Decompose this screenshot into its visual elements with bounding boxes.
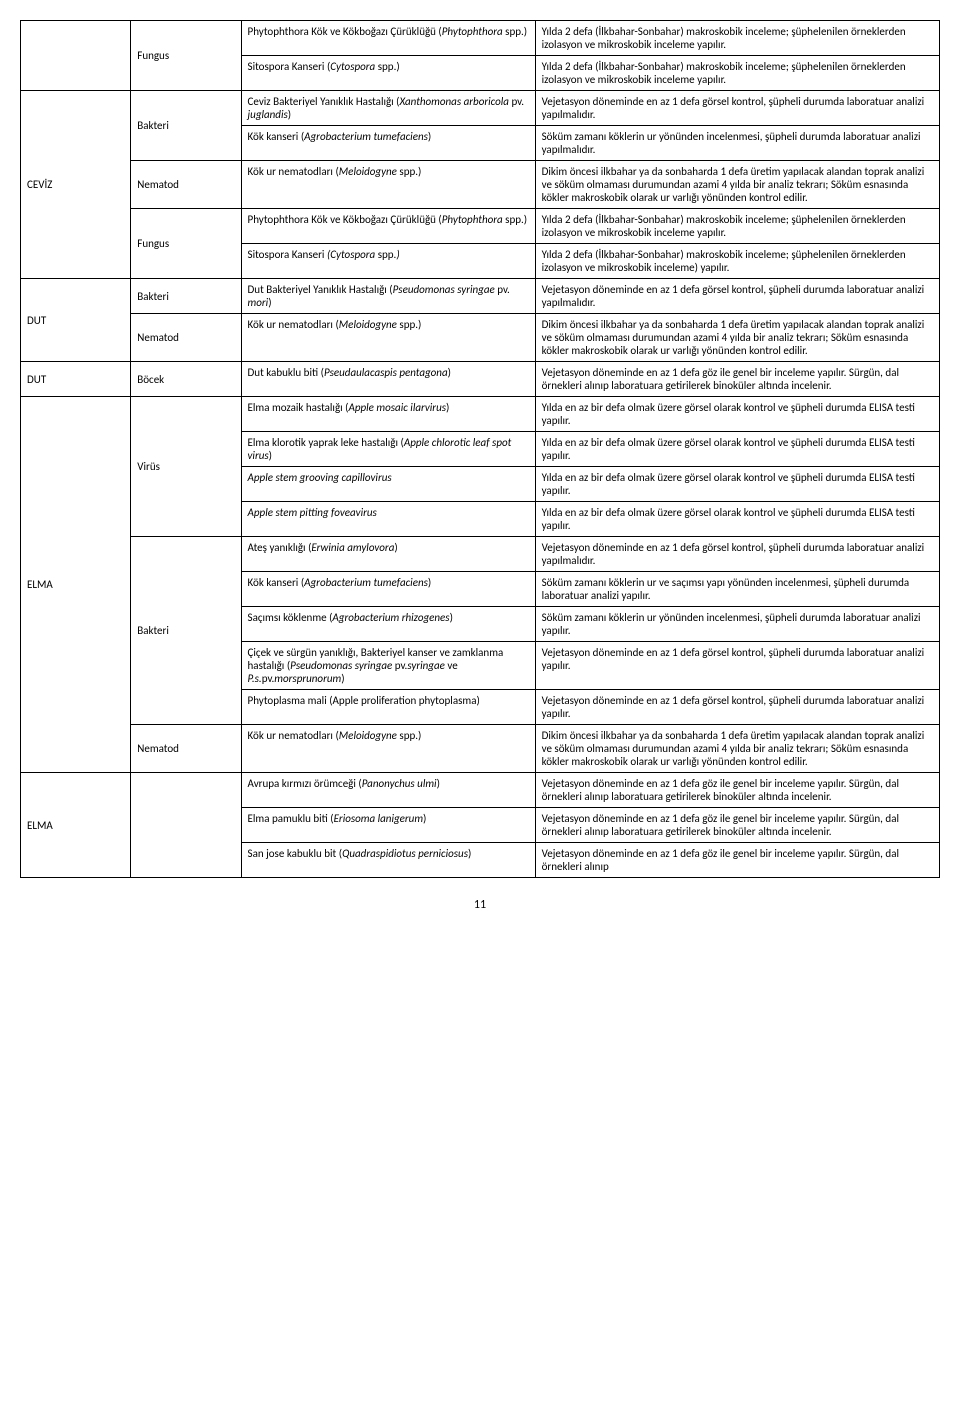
procedure-cell: Yılda en az bir defa olmak üzere görsel …	[535, 502, 939, 537]
disease-cell: Kök kanseri (Agrobacterium tumefaciens)	[241, 126, 535, 161]
category-cell: Bakteri	[131, 91, 241, 161]
table-row: BakteriAteş yanıklığı (Erwinia amylovora…	[21, 537, 940, 572]
table-row: NematodKök ur nematodları (Meloidogyne s…	[21, 725, 940, 773]
table-row: ELMAAvrupa kırmızı örümceği (Panonychus …	[21, 773, 940, 808]
table-row: CEVİZBakteriCeviz Bakteriyel Yanıklık Ha…	[21, 91, 940, 126]
table-row: NematodKök ur nematodları (Meloidogyne s…	[21, 314, 940, 362]
disease-cell: Phytophthora Kök ve Kökboğazı Çürüklüğü …	[241, 209, 535, 244]
category-cell: Virüs	[131, 397, 241, 537]
procedure-cell: Vejetasyon döneminde en az 1 defa göz il…	[535, 843, 939, 878]
disease-cell: Elma pamuklu biti (Eriosoma lanigerum)	[241, 808, 535, 843]
category-cell: Bakteri	[131, 537, 241, 725]
crop-cell: CEVİZ	[21, 91, 131, 279]
category-cell: Fungus	[131, 209, 241, 279]
crop-cell: ELMA	[21, 397, 131, 773]
disease-cell: Kök ur nematodları (Meloidogyne spp.)	[241, 725, 535, 773]
disease-cell: Saçımsı köklenme (Agrobacterium rhizogen…	[241, 607, 535, 642]
category-cell	[131, 773, 241, 878]
procedure-cell: Vejetasyon döneminde en az 1 defa görsel…	[535, 91, 939, 126]
disease-cell: Phytophthora Kök ve Kökboğazı Çürüklüğü …	[241, 21, 535, 56]
category-cell: Bakteri	[131, 279, 241, 314]
disease-cell: Kök ur nematodları (Meloidogyne spp.)	[241, 161, 535, 209]
procedure-cell: Yılda en az bir defa olmak üzere görsel …	[535, 467, 939, 502]
category-cell: Nematod	[131, 314, 241, 362]
disease-cell: Kök kanseri (Agrobacterium tumefaciens)	[241, 572, 535, 607]
disease-cell: Avrupa kırmızı örümceği (Panonychus ulmi…	[241, 773, 535, 808]
disease-cell: San jose kabuklu bit (Quadraspidiotus pe…	[241, 843, 535, 878]
procedure-cell: Dikim öncesi ilkbahar ya da sonbaharda 1…	[535, 314, 939, 362]
page-number: 11	[20, 898, 940, 912]
procedure-cell: Yılda 2 defa (İlkbahar-Sonbahar) makrosk…	[535, 244, 939, 279]
procedure-cell: Vejetasyon döneminde en az 1 defa göz il…	[535, 362, 939, 397]
disease-cell: Elma mozaik hastalığı (Apple mosaic ilar…	[241, 397, 535, 432]
disease-cell: Dut Bakteriyel Yanıklık Hastalığı (Pseud…	[241, 279, 535, 314]
procedure-cell: Vejetasyon döneminde en az 1 defa görsel…	[535, 642, 939, 690]
crop-cell	[21, 21, 131, 91]
procedure-cell: Dikim öncesi ilkbahar ya da sonbaharda 1…	[535, 161, 939, 209]
table-row: DUTBöcekDut kabuklu biti (Pseudaulacaspi…	[21, 362, 940, 397]
disease-cell: Sitospora Kanseri (Cytospora spp.)	[241, 244, 535, 279]
disease-cell: Dut kabuklu biti (Pseudaulacaspis pentag…	[241, 362, 535, 397]
procedure-cell: Söküm zamanı köklerin ur ve saçımsı yapı…	[535, 572, 939, 607]
procedure-cell: Vejetasyon döneminde en az 1 defa görsel…	[535, 279, 939, 314]
disease-cell: Çiçek ve sürgün yanıklığı, Bakteriyel ka…	[241, 642, 535, 690]
category-cell: Fungus	[131, 21, 241, 91]
procedure-cell: Vejetasyon döneminde en az 1 defa göz il…	[535, 808, 939, 843]
disease-cell: Phytoplasma mali (Apple proliferation ph…	[241, 690, 535, 725]
disease-cell: Apple stem grooving capillovirus	[241, 467, 535, 502]
procedure-cell: Yılda en az bir defa olmak üzere görsel …	[535, 432, 939, 467]
table-row: ELMAVirüsElma mozaik hastalığı (Apple mo…	[21, 397, 940, 432]
category-cell: Nematod	[131, 725, 241, 773]
procedure-cell: Yılda en az bir defa olmak üzere görsel …	[535, 397, 939, 432]
procedure-cell: Yılda 2 defa (İlkbahar-Sonbahar) makrosk…	[535, 21, 939, 56]
disease-cell: Elma klorotik yaprak leke hastalığı (App…	[241, 432, 535, 467]
table-row: NematodKök ur nematodları (Meloidogyne s…	[21, 161, 940, 209]
category-cell: Nematod	[131, 161, 241, 209]
crop-cell: DUT	[21, 362, 131, 397]
procedure-cell: Söküm zamanı köklerin ur yönünden incele…	[535, 126, 939, 161]
table-row: FungusPhytophthora Kök ve Kökboğazı Çürü…	[21, 21, 940, 56]
disease-cell: Apple stem pitting foveavirus	[241, 502, 535, 537]
procedure-cell: Söküm zamanı köklerin ur yönünden incele…	[535, 607, 939, 642]
disease-cell: Ateş yanıklığı (Erwinia amylovora)	[241, 537, 535, 572]
procedure-cell: Yılda 2 defa (İlkbahar-Sonbahar) makrosk…	[535, 56, 939, 91]
disease-cell: Sitospora Kanseri (Cytospora spp.)	[241, 56, 535, 91]
procedure-cell: Vejetasyon döneminde en az 1 defa göz il…	[535, 773, 939, 808]
procedure-cell: Dikim öncesi ilkbahar ya da sonbaharda 1…	[535, 725, 939, 773]
table-row: FungusPhytophthora Kök ve Kökboğazı Çürü…	[21, 209, 940, 244]
procedure-cell: Vejetasyon döneminde en az 1 defa görsel…	[535, 690, 939, 725]
procedure-cell: Yılda 2 defa (İlkbahar-Sonbahar) makrosk…	[535, 209, 939, 244]
disease-cell: Kök ur nematodları (Meloidogyne spp.)	[241, 314, 535, 362]
procedure-cell: Vejetasyon döneminde en az 1 defa görsel…	[535, 537, 939, 572]
disease-cell: Ceviz Bakteriyel Yanıklık Hastalığı (Xan…	[241, 91, 535, 126]
disease-table: FungusPhytophthora Kök ve Kökboğazı Çürü…	[20, 20, 940, 878]
crop-cell: ELMA	[21, 773, 131, 878]
category-cell: Böcek	[131, 362, 241, 397]
crop-cell: DUT	[21, 279, 131, 362]
table-row: DUTBakteriDut Bakteriyel Yanıklık Hastal…	[21, 279, 940, 314]
